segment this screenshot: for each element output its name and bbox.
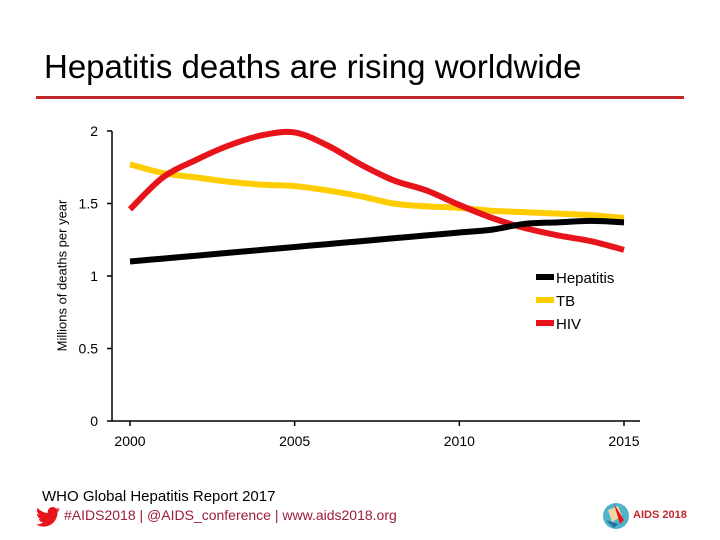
twitter-bird-icon: [36, 507, 60, 527]
y-tick-label: 2: [90, 123, 98, 139]
y-tick-label: 0: [90, 413, 98, 429]
y-tick-label: 0.5: [79, 341, 99, 357]
legend-label-hiv: HIV: [556, 316, 581, 333]
slide-title: Hepatitis deaths are rising worldwide: [44, 48, 582, 85]
legend-swatch-hepatitis: [536, 274, 554, 280]
y-tick-label: 1.5: [79, 196, 99, 212]
title-divider: [36, 96, 684, 99]
aids2018-logo: [603, 503, 629, 529]
conference-hashtags: #AIDS2018 | @AIDS_conference | www.aids2…: [64, 507, 397, 523]
source-note: WHO Global Hepatitis Report 2017: [42, 488, 276, 505]
x-tick-label: 2005: [279, 433, 310, 449]
legend-swatch-hiv: [536, 320, 554, 326]
y-tick-label: 1: [90, 268, 98, 284]
legend-label-hepatitis: Hepatitis: [556, 270, 614, 287]
x-tick-label: 2015: [608, 433, 639, 449]
series-line-tb: [129, 161, 625, 221]
legend-label-tb: TB: [556, 293, 575, 310]
legend-swatch-tb: [536, 297, 554, 303]
series-line-hepatitis: [129, 217, 625, 265]
y-axis-label: Millions of deaths per year: [54, 199, 70, 352]
logo-text: AIDS 2018: [633, 509, 687, 521]
x-tick-label: 2010: [444, 433, 475, 449]
x-tick-label: 2000: [114, 433, 145, 449]
series-line-hiv: [127, 128, 625, 253]
